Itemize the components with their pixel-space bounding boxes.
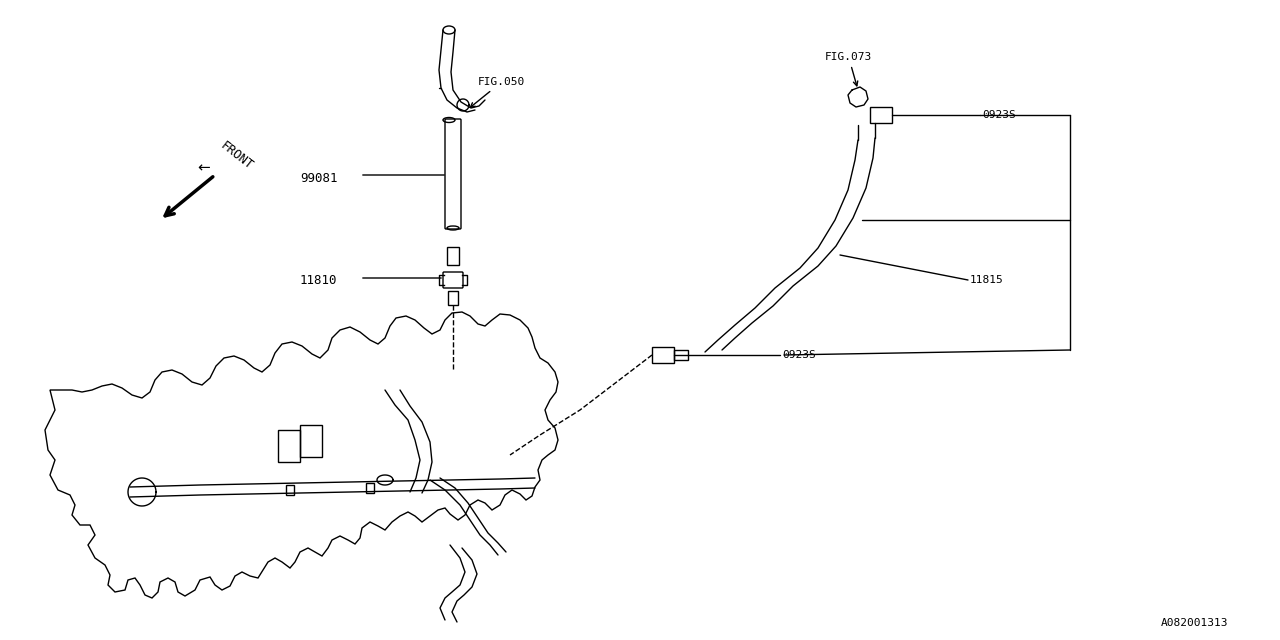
Bar	[366, 483, 374, 493]
Text: 11810: 11810	[300, 275, 338, 287]
Text: 0923S: 0923S	[982, 110, 1016, 120]
Bar	[447, 247, 460, 265]
Text: FIG.073: FIG.073	[826, 52, 872, 86]
Bar	[448, 291, 458, 305]
Text: ←: ←	[197, 160, 210, 175]
Text: 11815: 11815	[970, 275, 1004, 285]
Bar	[300, 425, 323, 457]
Text: 99081: 99081	[300, 172, 338, 184]
Text: FRONT: FRONT	[218, 139, 256, 172]
Bar	[675, 350, 689, 360]
Bar	[278, 430, 300, 462]
Text: 0923S: 0923S	[782, 350, 815, 360]
Bar	[652, 347, 675, 363]
Bar	[285, 485, 294, 495]
Text: FIG.050: FIG.050	[470, 77, 525, 108]
Text: A082001313: A082001313	[1161, 618, 1229, 628]
Bar	[870, 107, 892, 123]
